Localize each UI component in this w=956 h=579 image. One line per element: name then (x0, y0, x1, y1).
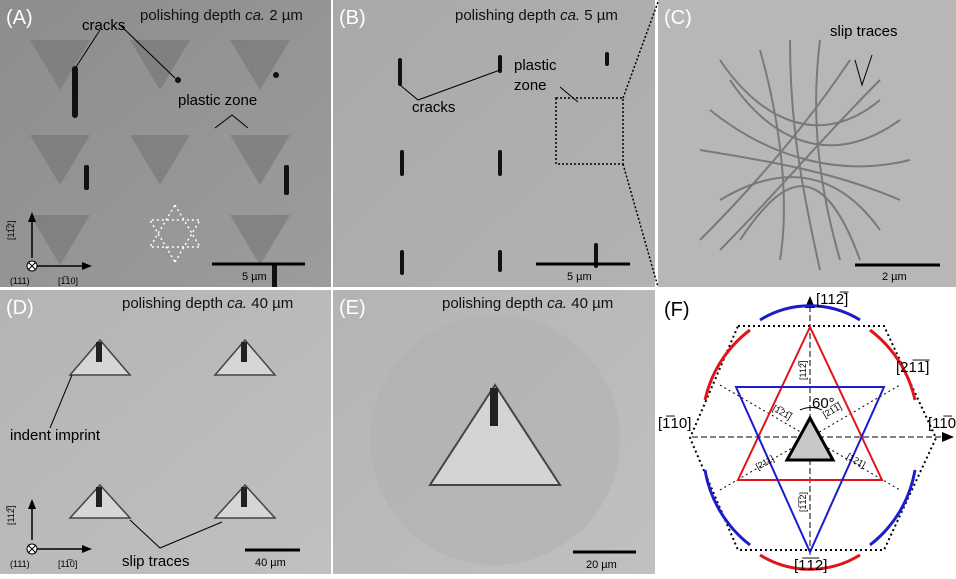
axis-label: (111) (10, 559, 30, 569)
caption-text: polishing depth (140, 7, 245, 24)
caption-italic: ca. (227, 295, 247, 312)
caption-italic: ca. (547, 295, 567, 312)
scale-bar-label: 5 µm (242, 271, 267, 283)
panel-a-features (27, 25, 305, 287)
scale-bar-label: 5 µm (567, 271, 592, 283)
annotation: slip traces (122, 553, 190, 570)
caption-italic: ca. (560, 7, 580, 24)
caption-text: polishing depth (442, 295, 547, 312)
axis-label: [11̅2] (6, 221, 16, 240)
scale-bar-label: 40 µm (255, 557, 286, 569)
caption: polishing depth ca. 40 µm (442, 295, 613, 312)
annotation: plastic zone (178, 92, 257, 109)
caption-text: 40 µm (567, 295, 613, 312)
caption-text: 5 µm (580, 7, 618, 24)
annotation: zone (514, 77, 547, 94)
annotation: slip traces (830, 23, 898, 40)
panel-label: (F) (664, 299, 690, 321)
panel-c (658, 0, 956, 287)
caption-text: 2 µm (265, 7, 303, 24)
direction-label: [1̅1̅2] (794, 557, 827, 574)
axis-label: [1̅10] (58, 276, 78, 286)
annotation: cracks (412, 99, 455, 116)
figure: (A) polishing depth ca. 2 µm cracks plas… (0, 0, 956, 574)
annotation: plastic (514, 57, 557, 74)
panel-label: (B) (339, 7, 366, 29)
direction-label: [1̅10] (658, 415, 691, 432)
scale-bar-label: 2 µm (882, 271, 907, 283)
caption-text: polishing depth (455, 7, 560, 24)
caption: polishing depth ca. 2 µm (140, 7, 303, 24)
scale-bar-label: 20 µm (586, 559, 617, 571)
axis-label: (111) (10, 276, 30, 286)
axis-label: [112̅] (6, 505, 16, 525)
panel-label: (D) (6, 297, 34, 319)
caption-text: polishing depth (122, 295, 227, 312)
inner-label: [112̅] (798, 360, 808, 380)
caption-text: 40 µm (247, 295, 293, 312)
caption: polishing depth ca. 40 µm (122, 295, 293, 312)
panel-b (333, 0, 655, 287)
panel-label: (C) (664, 7, 692, 29)
annotation: cracks (82, 17, 125, 34)
panel-label: (A) (6, 7, 33, 29)
inner-label: [1̅1̅2] (798, 492, 808, 512)
caption-italic: ca. (245, 7, 265, 24)
direction-label: [112̅] (816, 291, 849, 308)
axis-label: [11̅0] (58, 559, 77, 569)
caption: polishing depth ca. 5 µm (455, 7, 618, 24)
annotation: indent imprint (10, 427, 101, 444)
direction-label: [11̅0] (928, 415, 956, 432)
direction-label: [21̅1̅] (896, 359, 930, 376)
panel-label: (E) (339, 297, 366, 319)
